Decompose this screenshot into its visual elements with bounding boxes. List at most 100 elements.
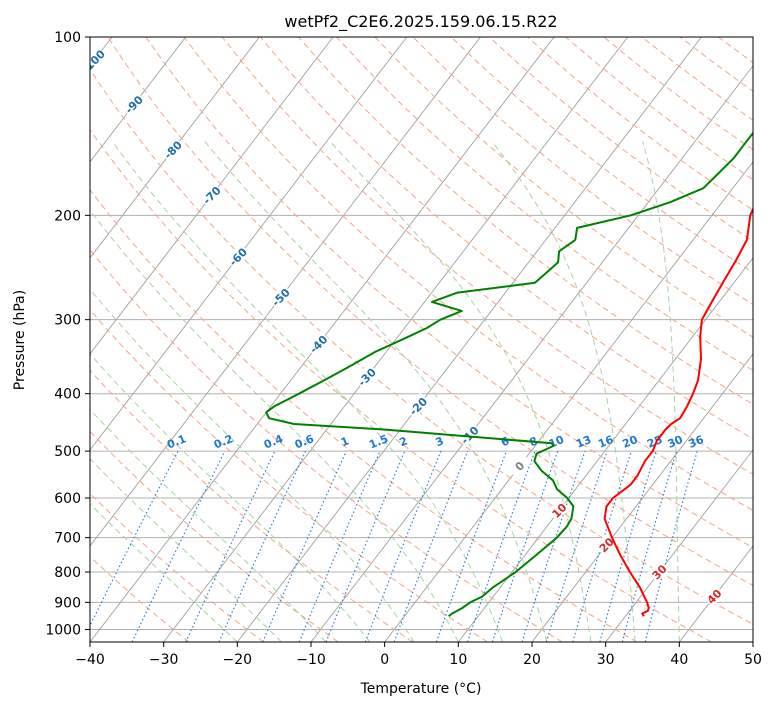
mixing-ratio-line: [262, 450, 347, 642]
dry-adiabat-line: [90, 309, 488, 642]
x-tick-label: 0: [380, 652, 389, 668]
moist-adiabat-line: [90, 408, 327, 642]
plot-frame: [89, 36, 754, 643]
dry-adiabat-label-bg: [702, 584, 725, 608]
isotherm-label: -90: [123, 93, 146, 116]
moist-adiabat-line: [491, 140, 636, 642]
x-tick-label: −40: [75, 652, 105, 668]
x-tick-label: −30: [149, 652, 179, 668]
x-tick-label: 20: [523, 652, 541, 668]
dry-adiabat-line: [90, 68, 753, 625]
isotherm-label-bg: [404, 392, 431, 419]
mixing-ratio-line: [90, 450, 179, 627]
x-tick-label: 10: [449, 652, 467, 668]
mixing-ratio-line: [325, 450, 406, 642]
mixing-ratio-line: [572, 450, 632, 642]
mixing-ratio-label: 6: [499, 434, 511, 449]
isotherm-label-bg: [159, 136, 185, 162]
isotherm-line: [678, 545, 753, 642]
isotherm-label: -60: [227, 245, 250, 268]
isotherm-line: [752, 641, 753, 642]
isotherm-line: [384, 161, 753, 642]
moist-adiabat-line: [642, 141, 680, 642]
dewpoint-profile-line: [265, 131, 753, 618]
mixing-ratio-line: [491, 450, 559, 642]
isotherm-line: [605, 449, 753, 642]
mixing-ratio-line: [298, 450, 381, 642]
mixing-ratio-label: 20: [621, 433, 640, 451]
x-tick-label: 40: [670, 652, 688, 668]
isotherm-line: [236, 37, 702, 642]
mixing-ratio-line: [644, 450, 698, 642]
dry-adiabat-line: [90, 188, 638, 642]
dry-adiabat-line: [374, 37, 753, 338]
isotherm-label-bg: [456, 421, 482, 448]
mixing-ratio-label: 0.2: [212, 432, 235, 451]
mixing-ratio-label: 13: [574, 433, 593, 451]
y-axis-label: Pressure (hPa): [12, 290, 28, 390]
dry-adiabat-line: [90, 248, 563, 642]
dry-adiabat-line: [641, 37, 753, 121]
moist-adiabat-line: [204, 140, 548, 642]
mixing-ratio-line: [364, 450, 442, 642]
y-tick-label: 300: [54, 313, 81, 329]
x-axis-label: Temperature (°C): [360, 681, 482, 697]
isotherm-label-bg: [267, 283, 293, 310]
dry-adiabat-line: [90, 492, 264, 642]
isotherm-label: -80: [162, 138, 185, 161]
isotherm-line: [90, 37, 187, 163]
dry-adiabat-label: 30: [650, 562, 670, 582]
dry-adiabat-line: [90, 369, 414, 642]
isotherm-label: -20: [407, 395, 430, 418]
y-tick-label: 500: [54, 444, 81, 460]
y-tick-label: 100: [54, 30, 81, 46]
moist-adiabat-line: [111, 141, 503, 642]
dry-adiabat-line: [527, 37, 753, 211]
x-tick-label: 30: [597, 652, 615, 668]
moist-adiabat-line: [90, 503, 238, 642]
dry-adiabat-line: [90, 128, 712, 642]
dry-adiabat-line: [412, 37, 753, 306]
dry-adiabat-line: [183, 37, 753, 512]
y-tick-label: 900: [54, 595, 81, 611]
mixing-ratio-line: [393, 450, 469, 642]
dry-adiabat-line: [679, 37, 753, 92]
dry-adiabat-line: [145, 37, 753, 549]
dry-adiabat-label-bg: [647, 560, 670, 583]
dry-adiabat-line: [298, 37, 753, 405]
dry-adiabat-label: 40: [705, 587, 725, 607]
isotherm-label: -30: [356, 366, 379, 389]
y-tick-label: 800: [54, 565, 81, 581]
y-tick-label: 700: [54, 531, 81, 547]
background-lines: [90, 37, 775, 642]
x-tick-label: −10: [296, 652, 326, 668]
x-tick-label: 50: [744, 652, 762, 668]
isotherm-line: [90, 37, 334, 355]
chart-title: wetPf2_C2E6.2025.159.06.15.R22: [284, 12, 557, 32]
moist-adiabat-line: [90, 209, 459, 642]
mixing-ratio-line: [218, 450, 307, 642]
isotherm-label-bg: [353, 363, 379, 390]
isotherm-line: [90, 37, 408, 451]
dry-adiabat-line: [107, 37, 753, 586]
profile-lines: [265, 131, 753, 618]
dry-adiabat-line: [756, 37, 775, 642]
y-tick-label: 200: [54, 208, 81, 224]
y-axis-ticks: 100 200 300 400 500 600 700 800 900 1000: [45, 30, 90, 638]
mixing-ratio-line: [599, 450, 657, 642]
isotherm-label: -40: [307, 333, 330, 356]
isotherm-label-bg: [506, 452, 532, 479]
y-tick-label: 1000: [45, 622, 81, 638]
dry-adiabat-line: [90, 430, 339, 642]
dry-adiabat-label-bg: [547, 498, 570, 522]
mixing-ratio-label: 0.4: [262, 432, 285, 451]
isotherm-line: [531, 353, 753, 642]
isotherm-label: -70: [200, 184, 223, 207]
mixing-ratio-line: [435, 450, 507, 642]
mixing-ratio-label: 30: [666, 433, 685, 451]
isotherm-line: [457, 257, 753, 642]
mixing-ratio-label: 36: [686, 433, 705, 451]
isotherm-label-bg: [90, 48, 106, 74]
mixing-ratio-label: 16: [596, 433, 615, 451]
